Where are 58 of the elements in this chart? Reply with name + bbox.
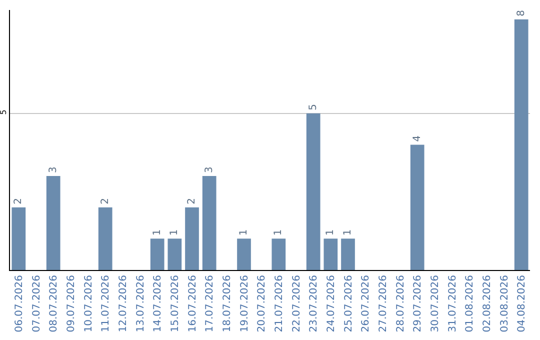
bar [410,144,424,270]
bar [237,238,251,270]
data-label: 4 [412,135,423,142]
x-tick-label: 30.07.2026 [430,275,441,332]
bar [12,207,26,270]
x-tick-label: 24.07.2026 [326,275,337,332]
x-tick-label: 11.07.2026 [100,275,112,332]
data-label: 1 [169,229,180,236]
data-label: 1 [152,229,163,236]
x-tick-label: 19.07.2026 [239,275,250,332]
data-label: 1 [325,229,336,236]
bar [46,176,60,270]
x-tick-label: 18.07.2026 [222,275,233,332]
bar [514,19,528,270]
data-label: 1 [342,229,354,236]
data-label: 8 [516,10,527,16]
data-label: 2 [13,198,24,204]
data-label: 3 [204,166,215,174]
x-tick-label: 10.07.2026 [83,275,94,332]
bar [168,238,182,270]
x-tick-label: 07.07.2026 [31,275,42,332]
x-tick-label: 15.07.2026 [170,275,181,332]
bar [272,238,286,270]
x-tick-label: 12.07.2026 [118,275,129,332]
bar [306,113,320,270]
x-tick-label: 09.07.2026 [66,275,77,332]
data-label: 5 [308,104,319,110]
x-tick-label: 20.07.2026 [256,275,268,332]
x-tick-label: 04.08.2026 [516,275,528,332]
bar [341,238,355,270]
x-tick-label: 25.07.2026 [343,275,354,332]
data-label: 1 [238,229,250,236]
x-tick-label: 16.07.2026 [187,275,198,332]
x-tick-label: 06.07.2026 [14,275,25,332]
x-tick-label: 27.07.2026 [378,275,389,332]
bar [150,238,164,270]
x-tick-label: 17.07.2026 [204,275,216,332]
data-label: 1 [273,229,284,236]
bar [202,176,216,270]
x-tick-label: 26.07.2026 [360,275,372,332]
x-tick-label: 31.07.2026 [447,275,458,332]
x-tick-label: 29.07.2026 [412,275,424,332]
x-tick-label: 28.07.2026 [395,275,406,332]
bar [324,238,338,270]
data-label: 2 [186,198,198,204]
x-tick-label: 23.07.2026 [308,275,320,332]
data-label: 3 [48,166,59,174]
bar [98,207,112,270]
x-tick-label: 21.07.2026 [274,275,285,332]
bar [185,207,199,270]
x-tick-label: 03.08.2026 [499,275,510,332]
x-tick-label: 01.08.2026 [464,275,476,332]
x-tick-label: 02.08.2026 [482,275,493,332]
x-tick-label: 13.07.2026 [135,275,146,332]
data-label: 2 [100,198,111,204]
x-tick-label: 08.07.2026 [48,275,60,332]
x-tick-label: 14.07.2026 [152,275,164,332]
x-tick-label: 22.07.2026 [291,275,302,332]
